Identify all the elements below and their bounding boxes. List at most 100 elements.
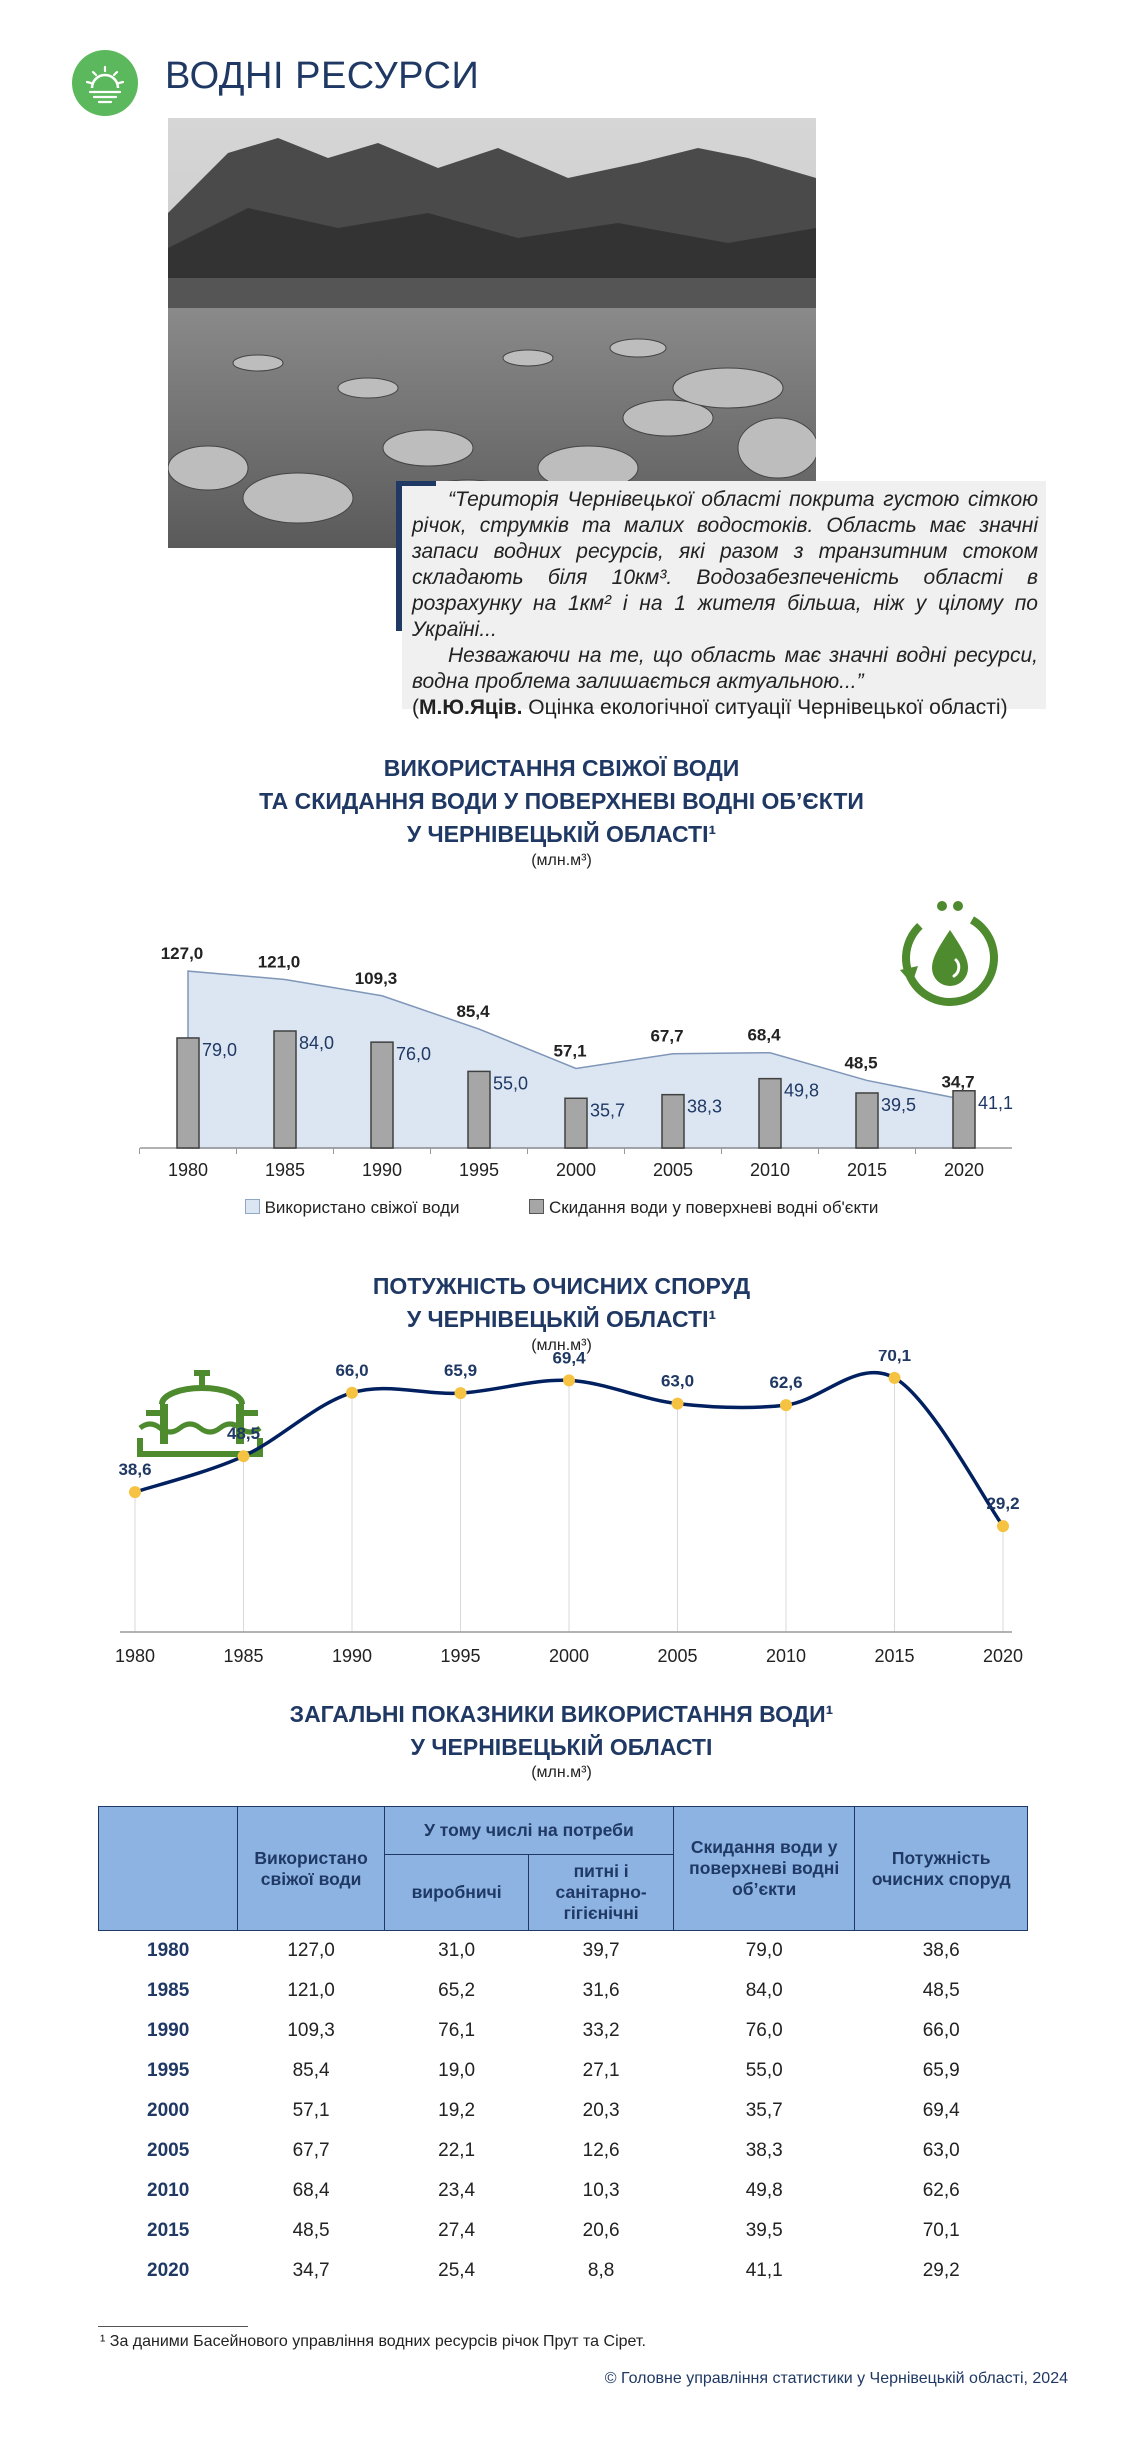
table-cell: 70,1 bbox=[922, 2220, 960, 2241]
table-cell: 66,0 bbox=[922, 2020, 960, 2041]
copyright: © Головне управління статистики у Чернів… bbox=[604, 2370, 1068, 2387]
footnote: ¹ За даними Басейнового управління водни… bbox=[100, 2333, 646, 2350]
table-cell: 65,2 bbox=[438, 1980, 476, 2001]
water-use-chart: 79,0 127,0 1980 84,0 121,0 1985 76,0 109,3 1990 5… bbox=[139, 901, 1013, 1180]
x-tick-label: 2010 bbox=[766, 1646, 806, 1666]
discharge-value-label: 38,3 bbox=[687, 1097, 722, 1117]
capacity-value-label: 48,5 bbox=[227, 1424, 260, 1443]
chart2-title-line1: ПОТУЖНІСТЬ ОЧИСНИХ СПОРУД bbox=[372, 1273, 751, 1299]
table-cell: 67,7 bbox=[292, 2140, 330, 2161]
treatment-plant-icon bbox=[137, 1370, 263, 1457]
capacity-point bbox=[780, 1399, 792, 1412]
table-cell: 27,1 bbox=[582, 2060, 620, 2081]
table-cell: 23,4 bbox=[438, 2180, 476, 2201]
table-row-year: 1990 bbox=[147, 2020, 190, 2041]
quote-paragraph-2: Незважаючи на те, що область має значні … bbox=[412, 644, 1038, 693]
discharge-value-label: 49,8 bbox=[784, 1081, 819, 1101]
x-tick-label: 2005 bbox=[653, 1160, 693, 1180]
table-cell: 49,8 bbox=[745, 2180, 783, 2201]
table-row: 2010 68,4 23,4 10,3 49,8 62,6 bbox=[99, 2171, 1028, 2211]
x-tick-label: 2005 bbox=[657, 1646, 697, 1666]
table-row-year: 2000 bbox=[147, 2100, 190, 2121]
table-title-line2: У ЧЕРНІВЕЦЬКІЙ ОБЛАСТІ bbox=[410, 1734, 713, 1760]
table-cell: 62,6 bbox=[922, 2180, 960, 2201]
x-tick-label: 1985 bbox=[265, 1160, 305, 1180]
chart2-title-line2: У ЧЕРНІВЕЦЬКІЙ ОБЛАСТІ¹ bbox=[406, 1306, 717, 1332]
footnote-divider bbox=[98, 2326, 248, 2327]
chart2-unit: (млн.м³) bbox=[531, 1337, 592, 1354]
table-cell: 121,0 bbox=[287, 1980, 335, 2001]
fresh-water-value-label: 109,3 bbox=[355, 969, 398, 988]
discharge-value-label: 79,0 bbox=[202, 1040, 237, 1060]
table-cell: 76,0 bbox=[745, 2020, 783, 2041]
page-title: ВОДНІ РЕСУРСИ bbox=[165, 55, 480, 97]
table-row-year: 2020 bbox=[147, 2260, 190, 2281]
capacity-value-label: 65,9 bbox=[444, 1361, 477, 1380]
x-tick-label: 1990 bbox=[362, 1160, 402, 1180]
quote-source: (М.Ю.Яців. Оцінка екологічної ситуації Ч… bbox=[412, 696, 1008, 719]
x-tick-label: 2015 bbox=[847, 1160, 887, 1180]
x-tick-label: 1995 bbox=[440, 1646, 480, 1666]
header-discharge: Скидання води у поверхневі водні об’єкти bbox=[672, 1806, 856, 1931]
capacity-point bbox=[129, 1486, 141, 1499]
table-cell: 55,0 bbox=[745, 2060, 783, 2081]
x-tick-label: 1985 bbox=[223, 1646, 263, 1666]
x-tick-label: 2015 bbox=[874, 1646, 914, 1666]
table-cell: 63,0 bbox=[922, 2140, 960, 2161]
chart1-legend: Використано свіжої води Скидання води у … bbox=[0, 1198, 1123, 1218]
quote-source-title: Оцінка екологічної ситуації Чернівецької… bbox=[528, 696, 1001, 719]
table-cell: 35,7 bbox=[745, 2100, 783, 2121]
chart1-title: ВИКОРИСТАННЯ СВІЖОЇ ВОДИ ТА СКИДАННЯ ВОД… bbox=[0, 752, 1123, 851]
chart2-title: ПОТУЖНІСТЬ ОЧИСНИХ СПОРУД У ЧЕРНІВЕЦЬКІЙ… bbox=[0, 1270, 1123, 1336]
x-tick-label: 1995 bbox=[459, 1160, 499, 1180]
table-cell: 65,9 bbox=[922, 2060, 960, 2081]
header-year bbox=[97, 1806, 239, 1931]
table-cell: 127,0 bbox=[287, 1940, 335, 1961]
table-row: 2020 34,7 25,4 8,8 41,1 29,2 bbox=[99, 2251, 1028, 2291]
capacity-point bbox=[563, 1374, 575, 1387]
table-cell: 48,5 bbox=[922, 1980, 960, 2001]
chart1-title-line3: У ЧЕРНІВЕЦЬКІЙ ОБЛАСТІ¹ bbox=[406, 821, 717, 847]
legend-swatch-fresh-water bbox=[244, 1199, 260, 1214]
capacity-value-label: 70,1 bbox=[878, 1350, 911, 1365]
discharge-bar bbox=[952, 1090, 976, 1149]
capacity-value-label: 29,2 bbox=[986, 1494, 1019, 1513]
capacity-value-label: 38,6 bbox=[118, 1460, 151, 1479]
table-cell: 57,1 bbox=[292, 2100, 330, 2121]
table-row: 1985 121,0 65,2 31,6 84,0 48,5 bbox=[99, 1971, 1028, 2011]
header-capacity: Потужність очисних споруд bbox=[854, 1806, 1028, 1931]
header-group: У тому числі на потреби bbox=[383, 1806, 674, 1855]
table-cell: 10,3 bbox=[582, 2180, 620, 2201]
chart1-title-line2: ТА СКИДАННЯ ВОДИ У ПОВЕРХНЕВІ ВОДНІ ОБ’Є… bbox=[259, 788, 864, 814]
table-cell: 69,4 bbox=[922, 2100, 960, 2121]
chart1-unit: (млн.м³) bbox=[531, 852, 592, 869]
table-cell: 31,6 bbox=[582, 1980, 620, 2001]
discharge-bar bbox=[176, 1037, 200, 1149]
table-cell: 41,1 bbox=[745, 2260, 783, 2281]
treatment-capacity-chart: 38,6 1980 48,5 1985 66,0 1990 65,9 1995 69,4 2000… bbox=[115, 1350, 1023, 1666]
fresh-water-value-label: 85,4 bbox=[456, 1002, 490, 1021]
x-tick-label: 2010 bbox=[750, 1160, 790, 1180]
capacity-point bbox=[671, 1397, 684, 1410]
table-cell: 8,8 bbox=[587, 2260, 615, 2281]
table-cell: 85,4 bbox=[292, 2060, 330, 2081]
legend-item-fresh-water: Використано свіжої води bbox=[244, 1198, 460, 1217]
table-cell: 76,1 bbox=[438, 2020, 476, 2041]
x-tick-label: 1980 bbox=[168, 1160, 208, 1180]
discharge-bar bbox=[661, 1093, 685, 1149]
table-cell: 19,0 bbox=[438, 2060, 476, 2081]
discharge-bar bbox=[273, 1030, 297, 1149]
discharge-value-label: 84,0 bbox=[299, 1033, 334, 1053]
fresh-water-value-label: 121,0 bbox=[258, 952, 301, 971]
fresh-water-value-label: 57,1 bbox=[553, 1041, 586, 1060]
header-used: Використано свіжої води bbox=[237, 1806, 385, 1931]
header-production: виробничі bbox=[383, 1854, 530, 1931]
table-cell: 34,7 bbox=[292, 2260, 330, 2281]
x-tick-label: 1990 bbox=[332, 1646, 372, 1666]
x-tick-label: 1980 bbox=[115, 1646, 155, 1666]
table-row-year: 2015 bbox=[147, 2220, 190, 2241]
table-cell: 19,2 bbox=[438, 2100, 476, 2121]
quote-paragraph-1: “Територія Чернівецької області покрита … bbox=[412, 488, 1038, 641]
table-title-line1: ЗАГАЛЬНІ ПОКАЗНИКИ ВИКОРИСТАННЯ ВОДИ¹ bbox=[289, 1701, 834, 1727]
table-row: 1995 85,4 19,0 27,1 55,0 65,9 bbox=[99, 2051, 1028, 2091]
